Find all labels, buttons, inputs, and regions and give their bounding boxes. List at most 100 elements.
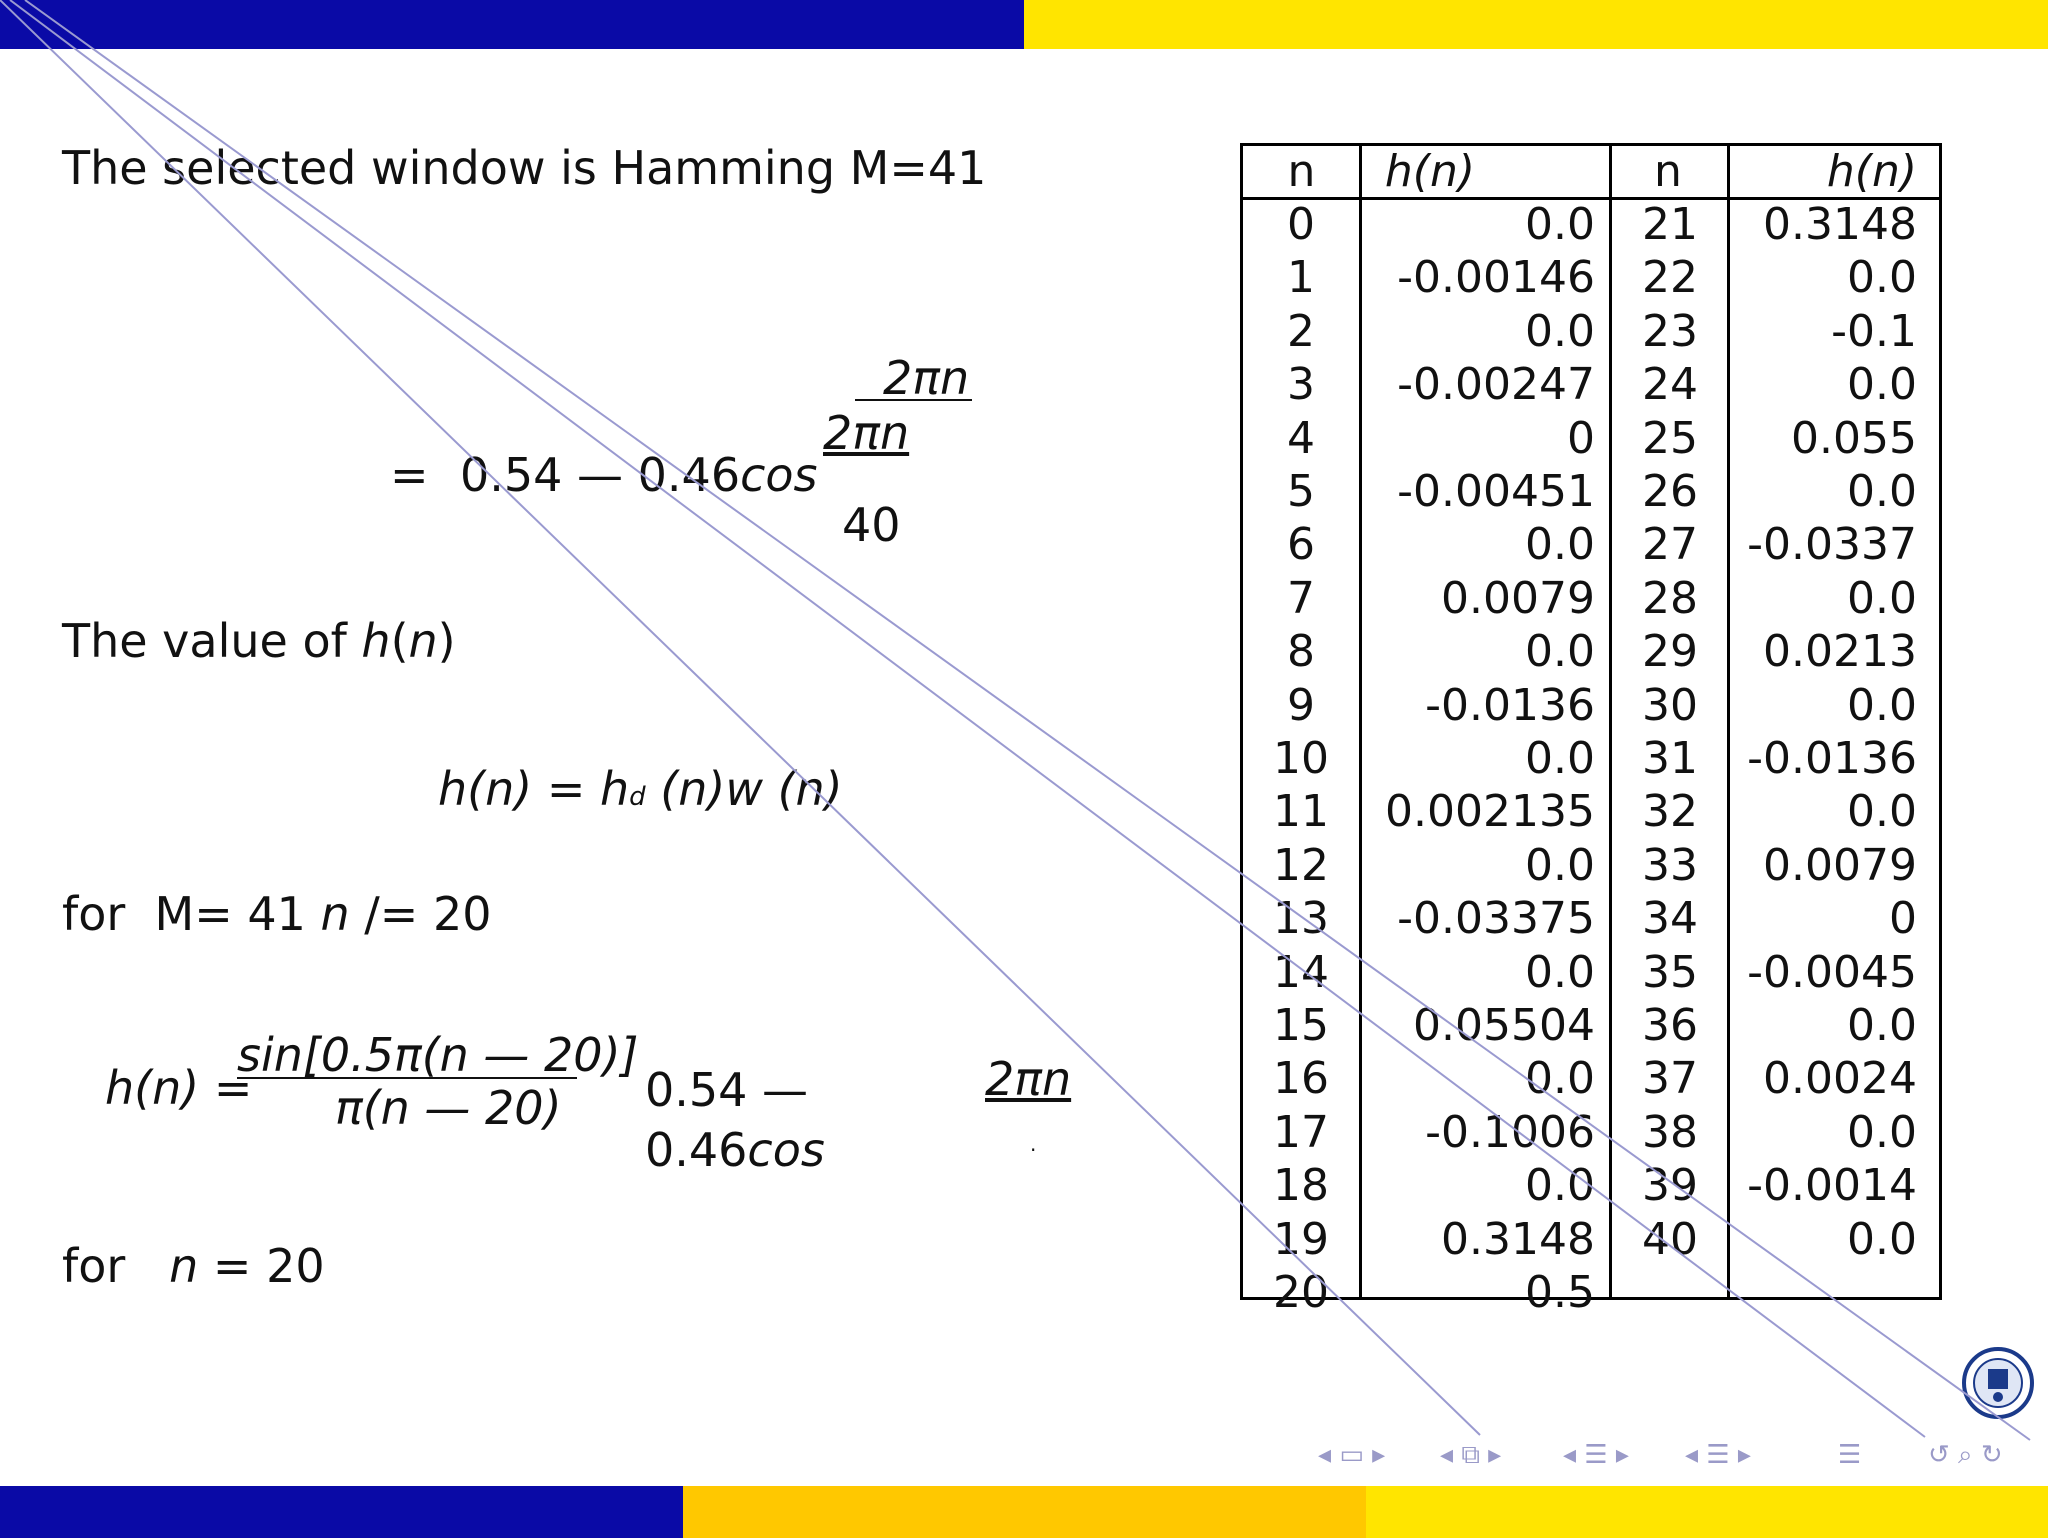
table-cell-hn: 0.05504: [1413, 1000, 1595, 1051]
table-cell-n: 35: [1642, 946, 1698, 998]
table-cell-hn: 0.0: [1847, 1000, 1917, 1051]
window-eq-denominator: 40: [842, 498, 901, 552]
table-cell-hn: 0.0: [1525, 1053, 1595, 1105]
table-cell-n: 7: [1287, 572, 1315, 624]
table-cell-hn: 0.0: [1525, 626, 1595, 678]
table-cell-hn: 0.0: [1847, 572, 1917, 624]
condition-n-not-20: for M= 41 n /= 20: [62, 887, 492, 941]
condition-n-equals-20: for n = 20: [62, 1239, 325, 1293]
table-cell-hn: -0.1: [1831, 305, 1917, 357]
table-cell-n: 18: [1273, 1160, 1329, 1212]
table-cell-n: 1: [1287, 252, 1315, 304]
table-divider: [1727, 146, 1730, 1297]
nav-align-icon[interactable]: ☰: [1838, 1440, 1862, 1470]
table-cell-hn: 0.0: [1847, 679, 1917, 731]
main-eq-lhs: h(n) =: [105, 1061, 253, 1115]
table-cell-n: 32: [1642, 786, 1698, 838]
slide-heading: The selected window is Hamming M=41: [62, 141, 987, 195]
table-cell-n: 15: [1273, 1000, 1329, 1051]
table-cell-n: 16: [1273, 1053, 1329, 1105]
table-cell-n: 9: [1287, 679, 1315, 731]
bottom-bar-gold: [683, 1486, 1366, 1538]
table-cell-hn: -0.0136: [1747, 733, 1917, 784]
table-cell-hn: -0.0136: [1425, 679, 1595, 731]
window-eq-num-top: 2πn: [883, 351, 970, 405]
table-cell-hn: -0.1006: [1425, 1106, 1595, 1158]
table-cell-n: 27: [1642, 519, 1698, 571]
top-bar-yellow: [1024, 0, 2048, 49]
table-cell-hn: 0.0213: [1763, 626, 1917, 678]
table-cell-n: 8: [1287, 626, 1315, 678]
table-cell-n: 38: [1642, 1106, 1698, 1158]
table-cell-n: 11: [1273, 786, 1329, 838]
table-cell-n: 2: [1287, 305, 1315, 357]
table-cell-hn: -0.0045: [1747, 946, 1917, 998]
table-cell-n: 25: [1642, 412, 1698, 464]
table-cell-hn: 0.0: [1847, 466, 1917, 517]
table-cell-n: 39: [1642, 1160, 1698, 1212]
college-logo: [1962, 1347, 2034, 1419]
table-cell-n: 14: [1273, 946, 1329, 998]
table-cell-n: 5: [1287, 466, 1315, 517]
table-cell-hn: 0.3148: [1763, 199, 1917, 250]
main-eq-b: 0.46cos: [645, 1123, 825, 1177]
main-eq-fraction-rule: [237, 1077, 577, 1079]
table-cell-n: 19: [1273, 1213, 1329, 1265]
table-cell-n: 22: [1642, 252, 1698, 304]
table-divider: [1359, 146, 1362, 1297]
nav-subsection-icon[interactable]: ◂ ⧉ ▸: [1440, 1440, 1502, 1470]
window-eq-equals: =: [390, 448, 429, 502]
table-cell-hn: 0.0: [1847, 1213, 1917, 1265]
table-cell-hn: 0: [1889, 893, 1917, 945]
window-eq-top-rule: [855, 399, 972, 401]
table-cell-n: 30: [1642, 679, 1698, 731]
table-cell-n: 6: [1287, 519, 1315, 571]
table-cell-hn: 0.0: [1525, 519, 1595, 571]
value-label: The value of h(n): [62, 614, 456, 668]
table-cell-n: 0: [1287, 199, 1315, 250]
main-eq-frac: 2πn: [985, 1052, 1072, 1106]
table-cell-n: 28: [1642, 572, 1698, 624]
table-cell-hn: 0.0079: [1763, 839, 1917, 891]
table-cell-hn: 0.0: [1525, 733, 1595, 784]
table-cell-n: 10: [1273, 733, 1329, 784]
table-cell-hn: -0.00247: [1397, 359, 1595, 411]
table-cell-hn: 0.0: [1525, 1160, 1595, 1212]
table-cell-hn: 0.0: [1847, 786, 1917, 838]
table-cell-n: 31: [1642, 733, 1698, 784]
table-cell-n: 24: [1642, 359, 1698, 411]
nav-section-icon[interactable]: ◂ ☰ ▸: [1563, 1440, 1629, 1470]
table-cell-n: 20: [1273, 1267, 1329, 1318]
table-cell-n: 17: [1273, 1106, 1329, 1158]
table-cell-n: 40: [1642, 1213, 1698, 1265]
table-cell-n: 12: [1273, 839, 1329, 891]
bottom-bar-blue: [0, 1486, 683, 1538]
table-header-rule: [1243, 197, 1939, 200]
nav-search-icon[interactable]: ↺ ⌕ ↻: [1928, 1440, 2003, 1470]
bottom-bar-yellow: [1366, 1486, 2048, 1538]
nav-subsection-list-icon[interactable]: ◂ ☰ ▸: [1685, 1440, 1751, 1470]
table-header-hn: h(n): [1826, 146, 1917, 197]
table-cell-n: 33: [1642, 839, 1698, 891]
table-cell-hn: 0.0: [1525, 839, 1595, 891]
table-cell-n: 26: [1642, 466, 1698, 517]
main-eq-denominator: π(n — 20): [335, 1081, 562, 1135]
table-header-hn: h(n): [1384, 146, 1475, 197]
table-cell-hn: 0.002135: [1385, 786, 1595, 838]
table-header-n: n: [1287, 146, 1316, 197]
table-cell-hn: -0.00146: [1397, 252, 1595, 304]
table-cell-hn: -0.03375: [1397, 893, 1595, 945]
table-cell-hn: 0.0: [1847, 1106, 1917, 1158]
table-cell-n: 36: [1642, 1000, 1698, 1051]
table-cell-hn: -0.0014: [1747, 1160, 1917, 1212]
table-cell-n: 37: [1642, 1053, 1698, 1105]
table-cell-hn: 0.0: [1525, 305, 1595, 357]
main-eq-dot: ·: [1030, 1138, 1037, 1162]
table-divider: [1609, 146, 1612, 1297]
table-cell-n: 4: [1287, 412, 1315, 464]
table-cell-hn: 0.0024: [1763, 1053, 1917, 1105]
nav-frame-icon[interactable]: ◂ ▭ ▸: [1318, 1440, 1386, 1470]
table-cell-hn: 0.5: [1525, 1267, 1595, 1318]
table-cell-hn: 0.055: [1791, 412, 1917, 464]
